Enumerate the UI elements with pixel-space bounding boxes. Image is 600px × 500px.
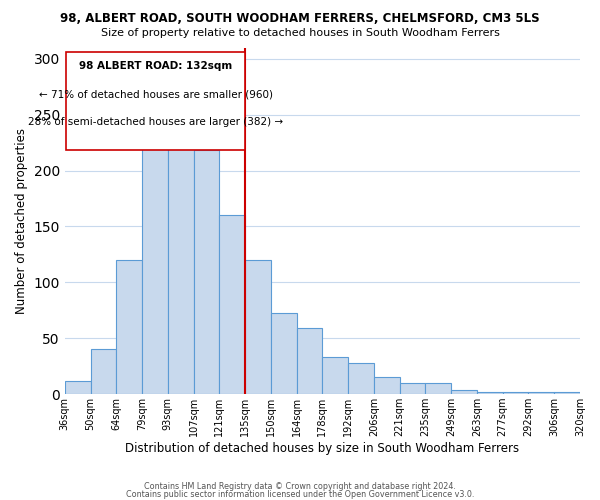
Bar [425, 383, 451, 394]
Y-axis label: Number of detached properties: Number of detached properties [15, 128, 28, 314]
Text: 28% of semi-detached houses are larger (382) →: 28% of semi-detached houses are larger (… [28, 117, 283, 127]
Bar [554, 392, 580, 394]
Bar [296, 328, 322, 394]
Bar [116, 260, 142, 394]
Bar [194, 150, 220, 394]
Text: 98 ALBERT ROAD: 132sqm: 98 ALBERT ROAD: 132sqm [79, 61, 232, 71]
Bar [271, 312, 296, 394]
Text: 98, ALBERT ROAD, SOUTH WOODHAM FERRERS, CHELMSFORD, CM3 5LS: 98, ALBERT ROAD, SOUTH WOODHAM FERRERS, … [60, 12, 540, 26]
Bar [91, 350, 116, 394]
FancyBboxPatch shape [66, 52, 245, 150]
Bar [477, 392, 503, 394]
Text: Contains HM Land Registry data © Crown copyright and database right 2024.: Contains HM Land Registry data © Crown c… [144, 482, 456, 491]
Bar [220, 215, 245, 394]
Text: Size of property relative to detached houses in South Woodham Ferrers: Size of property relative to detached ho… [101, 28, 499, 38]
Bar [245, 260, 271, 394]
Bar [168, 134, 194, 394]
Bar [322, 358, 348, 394]
Text: Contains public sector information licensed under the Open Government Licence v3: Contains public sector information licen… [126, 490, 474, 499]
Bar [529, 392, 554, 394]
Text: ← 71% of detached houses are smaller (960): ← 71% of detached houses are smaller (96… [38, 89, 272, 99]
X-axis label: Distribution of detached houses by size in South Woodham Ferrers: Distribution of detached houses by size … [125, 442, 520, 455]
Bar [142, 148, 168, 394]
Bar [65, 380, 91, 394]
Bar [503, 392, 529, 394]
Bar [348, 363, 374, 394]
Bar [400, 383, 425, 394]
Bar [374, 378, 400, 394]
Bar [451, 390, 477, 394]
